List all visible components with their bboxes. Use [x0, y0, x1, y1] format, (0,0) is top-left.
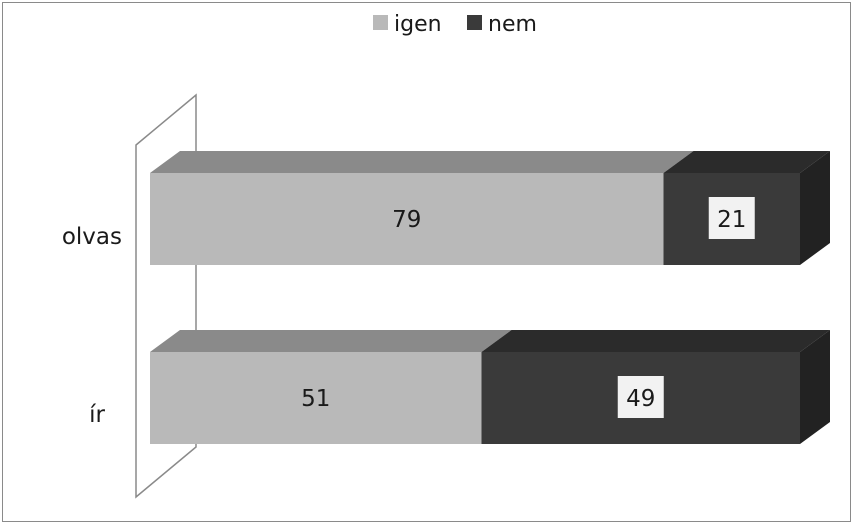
legend-swatch-igen	[373, 15, 388, 30]
bar-top-igen-olvas	[150, 151, 694, 173]
legend-label-nem: nem	[488, 12, 537, 37]
bar-igen-olvas	[150, 173, 664, 265]
bar-top-nem-ir	[481, 330, 830, 352]
bar-side-ir	[800, 330, 830, 444]
legend: igen nem	[373, 12, 537, 37]
axis-wall	[135, 93, 197, 499]
data-label-igen-olvas: 79	[392, 207, 421, 233]
data-label-nem-ir: 49	[626, 386, 655, 412]
bar-igen-ir	[150, 352, 482, 444]
data-label-box-nem-olvas	[708, 197, 755, 239]
bars: 79 21 51 49	[150, 151, 830, 444]
stacked-bar-chart: igen nem olvas ír 79 21 51 49	[62, 12, 830, 499]
bar-side-olvas	[800, 151, 830, 265]
legend-swatch-nem	[467, 15, 482, 30]
category-label-ir: ír	[89, 402, 105, 428]
bar-top-igen-ir	[150, 330, 512, 352]
legend-label-igen: igen	[394, 12, 442, 37]
category-label-olvas: olvas	[62, 224, 122, 250]
data-label-box-nem-ir	[617, 376, 664, 418]
data-label-igen-ir: 51	[301, 386, 330, 412]
data-label-nem-olvas: 21	[717, 207, 746, 233]
bar-top-nem-olvas	[663, 151, 830, 173]
